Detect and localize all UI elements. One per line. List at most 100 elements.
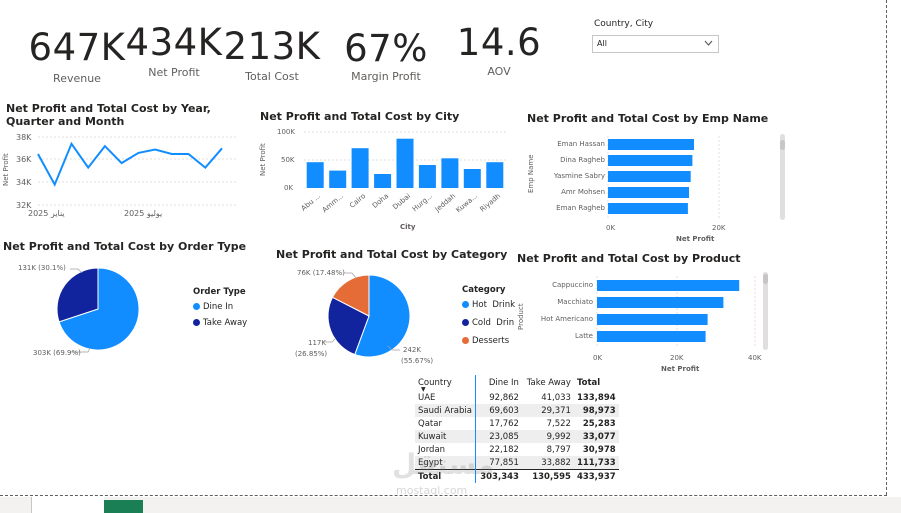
product-bar-chart[interactable] [596, 276, 757, 346]
legend-item-desserts[interactable]: Desserts [462, 336, 509, 346]
city-ytick: 100K [277, 128, 295, 136]
matrix-header-takeaway[interactable]: Take Away [526, 378, 571, 388]
emp-chart-ylabel: Emp Name [527, 154, 535, 193]
legend-label: Dine In [203, 302, 234, 312]
emp-bar[interactable] [608, 155, 693, 166]
order-pie-label-takeaway: 131K (30.1%) [18, 264, 66, 272]
line-chart-svg[interactable] [37, 136, 238, 206]
matrix-value-cell: 33,077 [582, 431, 616, 442]
city-bar-chart[interactable] [304, 131, 506, 188]
matrix-value-cell: 69,603 [474, 404, 522, 417]
matrix-header-total[interactable]: Total [576, 378, 601, 388]
emp-bar[interactable] [608, 203, 688, 214]
product-label: Cappuccino [552, 280, 593, 289]
product-bar[interactable] [597, 314, 708, 325]
emp-scrollbar[interactable] [780, 134, 785, 220]
city-bar[interactable] [306, 162, 324, 188]
emp-xtick: 0K [606, 224, 616, 232]
city-bar[interactable] [329, 170, 347, 188]
city-ytick: 50K [281, 156, 295, 164]
kpi-total-cost-label: Total Cost [245, 70, 299, 83]
product-xtick: 20K [670, 354, 684, 362]
matrix-value-cell: 41,033 [541, 392, 571, 403]
add-page-button[interactable] [104, 500, 143, 513]
table-row[interactable]: Saudi Arabia 69,603 29,371 98,973 [415, 404, 619, 417]
matrix-header-country[interactable]: Country ▼ [418, 378, 452, 393]
order-type-pie[interactable] [56, 267, 140, 351]
emp-xtick: 20K [712, 224, 726, 232]
canvas-border-right [886, 0, 887, 495]
legend-item-hot-drink[interactable]: Hot Drink [462, 300, 515, 310]
city-bar[interactable] [441, 158, 459, 188]
city-bar[interactable] [396, 138, 414, 188]
city-bar[interactable] [351, 148, 369, 188]
kpi-margin-label: Margin Profit [351, 70, 421, 83]
kpi-net-profit-value: 434K [125, 21, 223, 64]
matrix-total-cell: 130,595 [532, 471, 571, 482]
matrix-value-cell: 111,733 [576, 457, 616, 468]
legend-dot-icon [193, 303, 200, 310]
legend-item-dine-in[interactable]: Dine In [193, 302, 233, 312]
canvas-border-bottom [0, 495, 887, 496]
line-chart-title: Net Profit and Total Cost by Year, Quart… [6, 102, 211, 128]
city-bar[interactable] [418, 165, 436, 188]
product-scrollbar[interactable] [763, 272, 768, 350]
order-slice[interactable] [58, 267, 140, 351]
matrix-value-cell: 23,085 [474, 430, 522, 443]
country-city-slicer[interactable]: All [592, 35, 719, 53]
emp-bar[interactable] [608, 171, 691, 182]
category-pie-label-cold: 117K [308, 339, 326, 347]
product-scroll-thumb[interactable] [763, 274, 768, 284]
chevron-down-icon[interactable] [704, 40, 713, 47]
city-chart-title: Net Profit and Total Cost by City [260, 110, 460, 123]
product-bar[interactable] [597, 331, 706, 342]
emp-label: Yasmine Sabry [553, 171, 605, 180]
city-bar[interactable] [486, 162, 504, 188]
category-legend-title: Category [462, 285, 506, 295]
product-bar[interactable] [597, 280, 740, 291]
order-pie-label-dinein: 303K (69.9%) [33, 349, 81, 357]
category-pie-label-hot-pct: (55.67%) [401, 357, 434, 365]
page-tab[interactable] [31, 497, 104, 513]
table-row[interactable]: Kuwait 23,085 9,992 33,077 [415, 430, 619, 443]
product-xtick: 40K [748, 354, 762, 362]
emp-bar[interactable] [608, 139, 694, 150]
matrix-total-cell: 303,343 [474, 469, 522, 483]
order-slice[interactable] [56, 267, 99, 323]
emp-bar[interactable] [608, 187, 689, 198]
product-chart-ylabel: Product [517, 303, 525, 330]
category-slice[interactable] [327, 296, 370, 356]
country-matrix[interactable]: Country ▼ Dine In Take Away Total UAE 92,8… [415, 375, 619, 483]
matrix-value-cell: 77,851 [474, 456, 522, 470]
legend-label: Take Away [203, 318, 248, 328]
emp-bar-chart[interactable] [607, 136, 723, 218]
matrix-value-cell: 25,283 [582, 418, 616, 429]
emp-scroll-thumb[interactable] [780, 140, 785, 150]
kpi-revenue-label: Revenue [53, 72, 101, 85]
legend-item-take-away[interactable]: Take Away [193, 318, 247, 328]
table-row[interactable]: Egypt 77,851 33,882 111,733 [415, 456, 619, 470]
city-bar[interactable] [374, 174, 392, 188]
table-row[interactable]: UAE 92,862 41,033 133,894 [415, 391, 619, 404]
watermark-url: mostaql.com [396, 484, 468, 497]
category-pie[interactable] [327, 274, 411, 358]
net-profit-line[interactable] [37, 141, 223, 187]
table-row[interactable]: Jordan 22,182 8,797 30,978 [415, 443, 619, 456]
matrix-value-cell: 133,894 [576, 392, 616, 403]
city-bar[interactable] [463, 169, 481, 188]
category-slice[interactable] [331, 274, 370, 317]
sort-desc-icon[interactable]: ▼ [421, 386, 426, 393]
kpi-aov-value: 14.6 [456, 21, 542, 64]
product-bar[interactable] [597, 297, 724, 308]
category-pie-title: Net Profit and Total Cost by Category [276, 248, 508, 261]
category-slice[interactable] [354, 274, 411, 358]
matrix-header-dinein[interactable]: Dine In [474, 375, 522, 391]
line-chart-ylabel: Net Profit [2, 153, 10, 186]
product-chart-xlabel: Net Profit [661, 365, 700, 373]
matrix-total-label: Total [418, 471, 442, 482]
emp-label: Dina Ragheb [560, 155, 605, 164]
legend-label: Cold Drin [472, 318, 515, 328]
table-row[interactable]: Qatar 17,762 7,522 25,283 [415, 417, 619, 430]
kpi-revenue-value: 647K [28, 26, 126, 69]
legend-item-cold-drink[interactable]: Cold Drin [462, 318, 514, 328]
